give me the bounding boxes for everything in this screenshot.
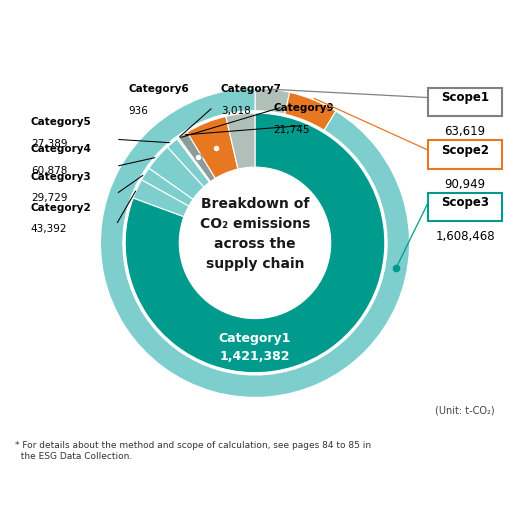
Wedge shape (100, 88, 409, 397)
Text: * For details about the method and scope of calculation, see pages 84 to 85 in
 : * For details about the method and scope… (15, 441, 371, 461)
Text: 60,878: 60,878 (31, 166, 67, 176)
Text: 63,619: 63,619 (444, 125, 485, 138)
Text: 1,608,468: 1,608,468 (435, 230, 494, 243)
Wedge shape (284, 92, 335, 130)
Wedge shape (177, 138, 210, 182)
Text: 90,949: 90,949 (444, 178, 485, 190)
Text: Category3: Category3 (31, 172, 92, 182)
Wedge shape (167, 139, 209, 187)
Text: 3,018: 3,018 (220, 106, 250, 116)
Wedge shape (178, 132, 215, 181)
Bar (427, 193, 501, 221)
Text: Category9: Category9 (273, 103, 333, 113)
Wedge shape (177, 139, 209, 182)
Text: Scope2: Scope2 (440, 143, 488, 157)
Text: 936: 936 (128, 106, 148, 116)
Text: 27,389: 27,389 (31, 139, 67, 149)
Text: Breakdown of
CO₂ emissions
across the
supply chain: Breakdown of CO₂ emissions across the su… (200, 196, 309, 271)
Text: Category2: Category2 (31, 203, 92, 213)
Text: Scope1: Scope1 (440, 91, 488, 104)
Text: Category5: Category5 (31, 117, 92, 127)
Text: Category6: Category6 (128, 85, 189, 95)
Text: Scope3: Scope3 (440, 196, 488, 209)
Wedge shape (125, 113, 384, 373)
Text: Category1
1,421,382: Category1 1,421,382 (218, 332, 291, 363)
Wedge shape (254, 88, 289, 114)
Text: (Unit: t-CO₂): (Unit: t-CO₂) (434, 406, 494, 416)
Text: Category4: Category4 (31, 144, 92, 154)
Text: 21,745: 21,745 (273, 125, 309, 135)
Text: 29,729: 29,729 (31, 194, 67, 204)
Text: 43,392: 43,392 (31, 224, 67, 234)
Wedge shape (187, 116, 238, 178)
Wedge shape (142, 168, 193, 206)
Wedge shape (133, 180, 188, 217)
Wedge shape (225, 113, 254, 169)
Bar (427, 87, 501, 116)
Text: Category7: Category7 (220, 85, 281, 95)
Bar (427, 140, 501, 169)
Wedge shape (149, 147, 204, 199)
